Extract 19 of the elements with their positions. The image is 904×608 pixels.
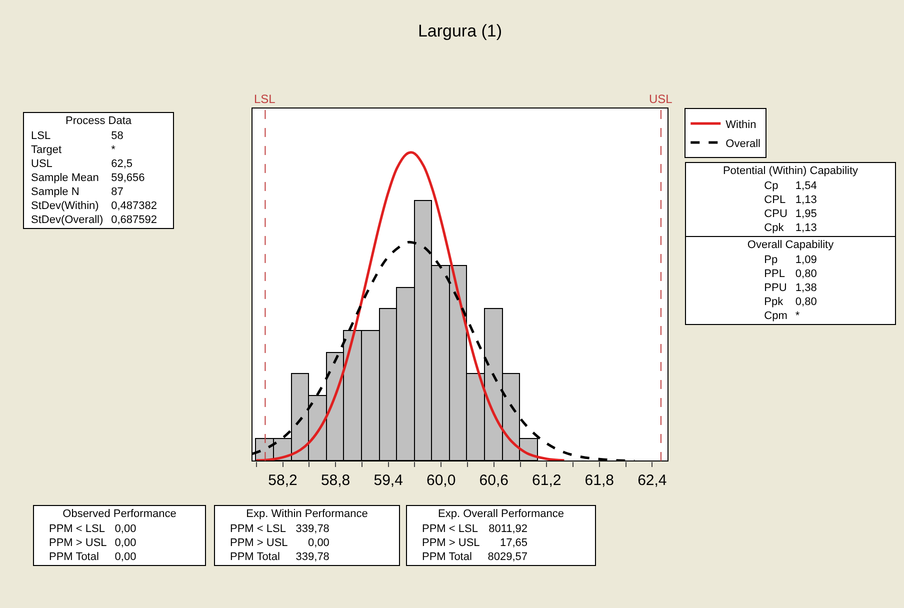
text: Process Data LSL 58 Target * USL 62,5 Sample Mean 59,656 Sample N 87 StDev(Within) 0,487382 StDev(Overall) 0,687592 — [31, 115, 158, 226]
x-tick-label: 58,8 — [320, 472, 350, 489]
x-tick-label: 61,8 — [584, 472, 614, 489]
ref-line-label: LSL — [254, 92, 276, 106]
chart-title: Largura (1) — [418, 21, 502, 40]
text: Potential (Within) Capability Cp 1,54 CPL 1,13 CPU 1,95 Cpk 1,13 — [722, 165, 858, 234]
x-tick-label: 60,0 — [426, 472, 456, 489]
x-tick-label: 62,4 — [638, 472, 667, 489]
x-tick-label: 60,6 — [479, 472, 508, 489]
ref-line-label: USL — [649, 92, 673, 106]
x-tick-label: 61,2 — [532, 472, 562, 489]
legend-label: Within — [726, 118, 756, 131]
text: Observed Performance PPM < LSL 0,00 PPM > USL 0,00 PPM Total 0,00 — [49, 508, 176, 563]
text: Exp. Within Performance PPM < LSL 339,78 PPM > USL 0,00 PPM Total 339,78 — [230, 508, 368, 563]
x-tick-label: 59,4 — [374, 472, 403, 489]
text: Overall Capability Pp 1,09 PPL 0,80 PPU 1,38 Ppk 0,80 Cpm * — [747, 239, 834, 322]
legend-label: Overall — [726, 138, 760, 150]
x-tick-label: 58,2 — [268, 472, 298, 489]
text: Exp. Overall Performance PPM < LSL 8011,92 PPM > USL 17,65 PPM Total 8029,57 — [422, 508, 564, 563]
